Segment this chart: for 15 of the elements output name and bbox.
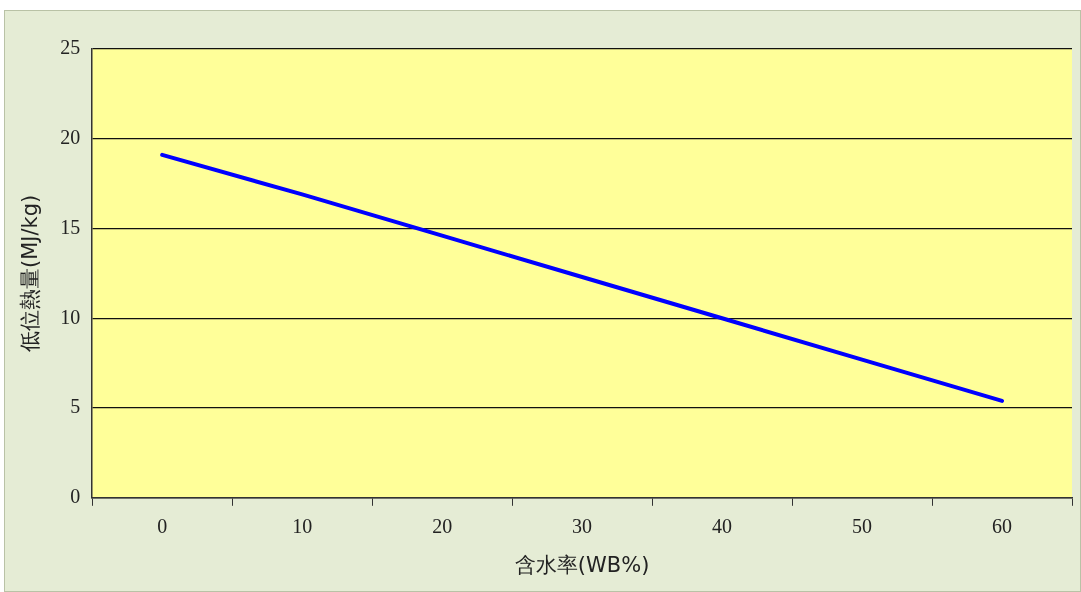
y-tick-label: 10 [60, 305, 81, 328]
x-tick-label: 30 [572, 515, 593, 538]
x-axis-title: 含水率(WB%) [514, 552, 650, 577]
y-tick-label: 20 [60, 126, 81, 149]
x-tick-label: 50 [852, 515, 873, 538]
x-tick-label: 40 [712, 515, 733, 538]
y-axis-title: 低位熱量(MJ/kg) [18, 194, 43, 353]
y-tick-label: 15 [60, 215, 81, 238]
x-tick-label: 0 [157, 515, 168, 538]
x-tick-label: 10 [292, 515, 313, 538]
y-tick-label: 25 [60, 36, 81, 59]
y-tick-label: 5 [70, 395, 81, 418]
x-tick-label: 60 [992, 515, 1013, 538]
x-tick-label: 20 [432, 515, 453, 538]
y-tick-label: 0 [70, 485, 81, 508]
